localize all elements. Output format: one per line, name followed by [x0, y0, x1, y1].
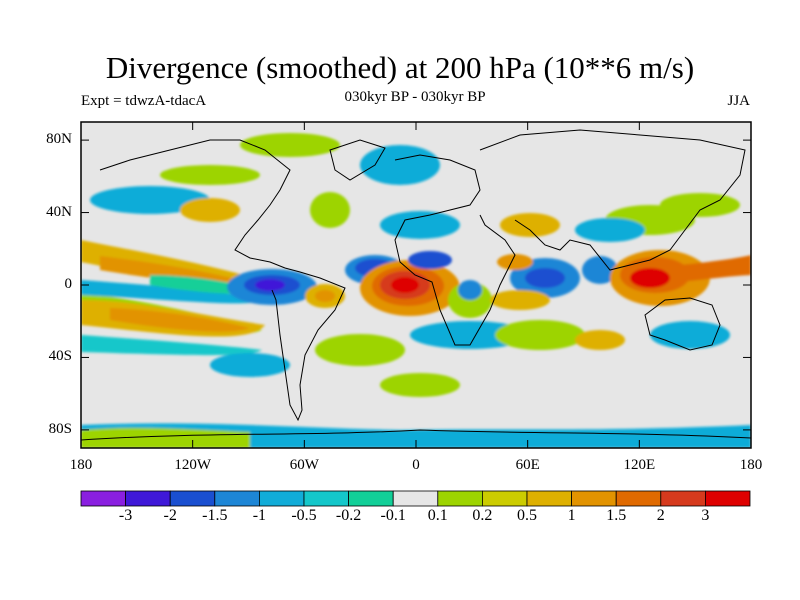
atlantic-high-core: [391, 277, 419, 293]
colorbar-cell: [437, 490, 483, 507]
sh-green-1: [315, 334, 405, 366]
lon-tick-label: 0: [412, 457, 420, 473]
experiment-label: Expt = tdwzA-tdacA: [81, 93, 207, 109]
colorbar-label: -0.5: [291, 507, 317, 524]
colorbar-label: -1.5: [202, 507, 228, 524]
colorbar-cell: [80, 490, 126, 507]
colorbar-label: 0.5: [517, 507, 537, 524]
sh-orange-1: [575, 330, 625, 350]
colorbar-cell: [169, 490, 216, 507]
africa-blue: [458, 280, 482, 300]
south-america-coast: [271, 267, 346, 422]
north-pacific-band-core: [100, 256, 240, 283]
lon-tick-label: 180: [69, 457, 93, 473]
north-pacific-band: [81, 240, 262, 285]
map-title: Divergence (smoothed) at 200 hPa (10**6 …: [105, 50, 695, 85]
lon-tick-label: 180: [739, 457, 763, 473]
indian-low: [525, 268, 565, 288]
lat-tick-label: 40N: [46, 203, 72, 220]
colorbar-cell: [392, 490, 439, 507]
west-pacific-band: [680, 255, 751, 282]
colorbar-cell: [214, 490, 260, 507]
lat-tick-label: 80N: [46, 131, 72, 148]
colorbar-label: -3: [118, 507, 133, 524]
lon-tick-label: 120W: [174, 457, 211, 473]
antarctic-green: [81, 427, 250, 448]
sa-north-high-core: [315, 290, 335, 302]
nh-green-3: [660, 193, 740, 217]
sa-west-low-core: [255, 279, 285, 291]
colorbar-cell: [258, 490, 305, 507]
colorbar-label: 0.2: [472, 507, 493, 524]
colorbar-label: 2: [656, 507, 665, 524]
indian-high-south: [490, 290, 550, 310]
colorbar-cell: [481, 490, 528, 507]
lon-tick-label: 60E: [515, 457, 540, 473]
colorbar-cell: [303, 490, 349, 507]
lat-tick-label: 0: [64, 276, 73, 292]
sh-blue-1: [410, 321, 530, 349]
europe-africa-coast: [394, 154, 516, 346]
asia-coast: [479, 129, 746, 271]
sh-green-3: [380, 373, 460, 397]
lat-tick-label: 80S: [48, 420, 72, 437]
period-label: 030kyr BP - 030kyr BP: [344, 89, 486, 105]
antarctica-coast: [81, 429, 751, 441]
maritime-high-core: [630, 268, 670, 288]
colorbar-label: -0.1: [380, 507, 406, 524]
nh-blue-2: [380, 211, 460, 239]
south-pacific-blue-strip: [81, 280, 262, 304]
nh-blue-3: [575, 218, 645, 242]
colorbar-label: -2: [163, 507, 177, 524]
colorbar-cell: [705, 490, 751, 507]
south-pacific-band-core: [110, 308, 250, 332]
colorbar-label: 1.5: [606, 507, 627, 524]
australia-coast: [644, 297, 721, 351]
colorbar-cell: [571, 490, 617, 507]
indian-high: [497, 254, 533, 270]
colorbar-label: 1: [567, 507, 576, 524]
colorbar-cell: [125, 490, 171, 507]
north-america-coast: [99, 139, 291, 269]
sh-green-2: [495, 320, 585, 350]
nh-orange-1: [180, 198, 240, 222]
nh-green-2: [310, 192, 350, 228]
colorbar-cell: [526, 490, 572, 507]
season-label: JJA: [727, 93, 750, 109]
nh-green-4: [240, 133, 340, 157]
sh-blue-3: [210, 353, 290, 377]
lon-tick-label: 60W: [289, 457, 319, 473]
south-pacific-blue-strip2: [81, 335, 262, 356]
colorbar-label: -0.2: [335, 507, 362, 524]
nh-blue-1: [90, 186, 210, 214]
colorbar-cell: [615, 490, 662, 507]
coastlines: [81, 129, 751, 441]
africa-low: [408, 251, 452, 269]
nh-green-1: [160, 165, 260, 185]
nh-orange-2: [500, 213, 560, 237]
lon-tick-label: 120E: [623, 457, 656, 473]
colorbar-label: -1: [252, 507, 267, 524]
colorbar-label: 0.1: [427, 507, 448, 524]
colorbar-cell: [660, 490, 706, 507]
colorbar-cell: [348, 490, 394, 507]
lat-tick-label: 40S: [48, 348, 72, 365]
indian-low2: [582, 256, 618, 284]
greenland-coast: [329, 139, 386, 181]
colorbar-label: 3: [701, 507, 710, 524]
